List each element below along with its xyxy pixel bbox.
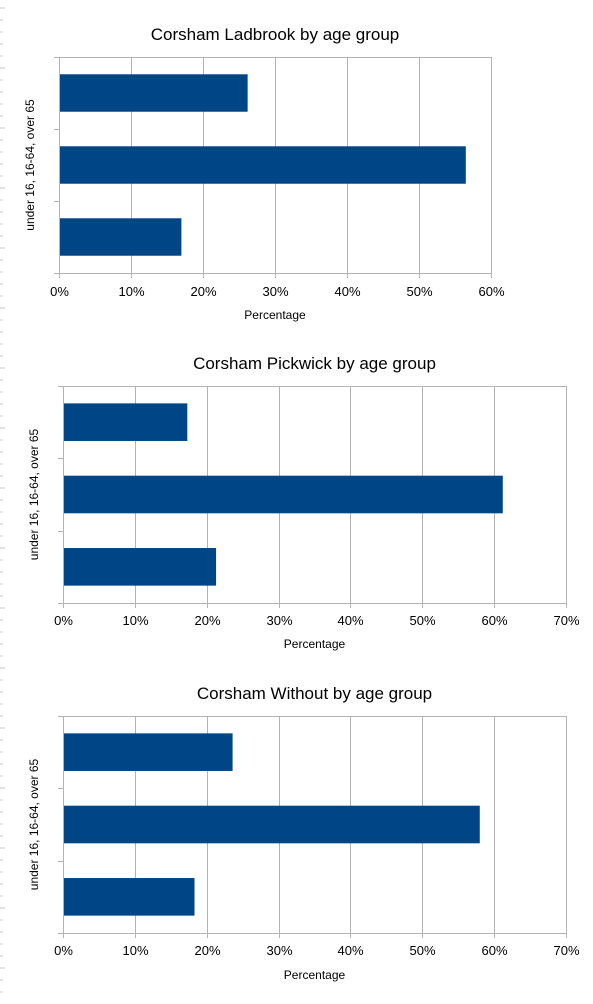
x-tick-label: 60%	[478, 284, 504, 299]
x-tick-label: 40%	[334, 284, 360, 299]
x-tick-label: 30%	[266, 943, 292, 958]
x-tick-label: 50%	[409, 943, 435, 958]
chart-1: 0% 10% 20% 30% 40% 50% 60% Corsham Ladbrook by …	[23, 25, 505, 322]
y-axis-title: under 16, 16-64, over 65	[27, 428, 41, 560]
plot-frame	[59, 57, 492, 274]
x-tick-label: 60%	[481, 613, 507, 628]
x-tick-label: 20%	[194, 613, 220, 628]
bar-over-65	[64, 733, 233, 771]
x-axis-title: Percentage	[244, 308, 306, 322]
x-tick-label: 60%	[481, 943, 507, 958]
x-tick-label: 10%	[118, 284, 144, 299]
x-tick-label: 70%	[553, 943, 579, 958]
charts-container: 0% 10% 20% 30% 40% 50% 60% Corsham Ladbrook by …	[23, 25, 580, 982]
chart-title: Corsham Pickwick by age group	[193, 354, 436, 373]
chart-3: 0% 10% 20% 30% 40% 50% 60% 70% Corsham Without b…	[27, 684, 580, 982]
chart-title: Corsham Without by age group	[197, 684, 432, 703]
x-tick-label: 0%	[50, 284, 69, 299]
x-tick-label: 40%	[337, 943, 363, 958]
x-tick-label: 0%	[54, 943, 73, 958]
bar-16-64	[60, 146, 466, 184]
chart-2: 0% 10% 20% 30% 40% 50% 60% 70% Corsham Pickwick …	[27, 354, 580, 651]
x-tick-label: 10%	[122, 613, 148, 628]
x-tick-label: 10%	[122, 943, 148, 958]
plot-frame	[63, 386, 567, 604]
x-tick-label: 70%	[553, 613, 579, 628]
x-tick-label: 20%	[190, 284, 216, 299]
bar-under-16	[64, 878, 195, 916]
bar-over-65	[64, 403, 188, 441]
x-tick-label: 20%	[194, 943, 220, 958]
bar-over-65	[60, 74, 248, 112]
bar-under-16	[60, 218, 182, 256]
chart-title: Corsham Ladbrook by age group	[151, 25, 400, 44]
x-tick-label: 30%	[266, 613, 292, 628]
y-axis-title: under 16, 16-64, over 65	[27, 758, 41, 890]
x-axis-title: Percentage	[284, 637, 346, 651]
bar-16-64	[64, 475, 503, 514]
bar-under-16	[64, 548, 217, 586]
x-tick-label: 50%	[406, 284, 432, 299]
left-ruler	[0, 7, 5, 993]
x-tick-label: 30%	[262, 284, 288, 299]
x-tick-label: 40%	[337, 613, 363, 628]
x-tick-label: 0%	[54, 613, 73, 628]
y-axis-title: under 16, 16-64, over 65	[23, 99, 37, 231]
bar-16-64	[64, 805, 480, 844]
x-tick-label: 50%	[409, 613, 435, 628]
plot-frame	[63, 716, 567, 934]
x-axis-title: Percentage	[284, 968, 346, 982]
